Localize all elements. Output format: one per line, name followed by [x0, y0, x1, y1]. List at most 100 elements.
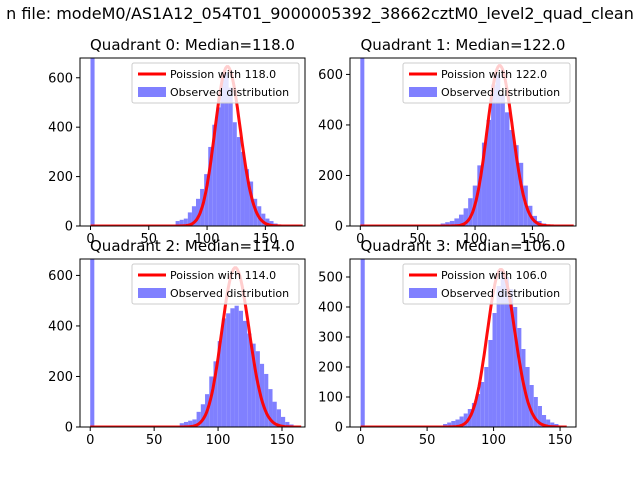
y-tick-label: 100	[318, 391, 343, 406]
histogram-bar	[204, 174, 209, 226]
histogram-bar	[458, 214, 464, 226]
histogram-bar	[244, 169, 250, 226]
histogram-bar	[463, 413, 468, 427]
histogram-bar	[228, 87, 233, 226]
histogram-bar	[220, 77, 225, 226]
subplot-quadrant-2: 0 50 100 150 0 200 400 600 Quadrant 2: Median=11…	[48, 237, 306, 448]
histogram-bar	[477, 165, 482, 226]
x-tick-label: 0	[356, 232, 364, 247]
plot-area-3	[360, 259, 567, 427]
histogram-bar	[264, 373, 269, 427]
legend-bar-swatch	[409, 87, 437, 97]
histogram-bar	[468, 198, 473, 226]
legend-box	[402, 62, 571, 104]
figure-title: n file: modeM0/AS1A12_054T01_9000005392_…	[0, 4, 640, 28]
histogram-bar	[195, 198, 201, 226]
legend-label-model: Poission with 106.0	[441, 269, 547, 282]
x-tick-label: 150	[270, 433, 295, 448]
x-tick-label: 50	[419, 433, 436, 448]
histogram-bar	[269, 221, 274, 226]
y-tick-label: 200	[48, 170, 73, 185]
histogram-bar	[236, 137, 241, 226]
histogram-bar	[445, 222, 450, 226]
histogram-bar	[183, 218, 188, 226]
legend-label-observed: Observed distribution	[441, 287, 560, 300]
histogram-bar	[495, 74, 501, 226]
histogram-bar	[221, 318, 227, 427]
y-tick-label: 400	[48, 319, 73, 334]
y-tick-label: 600	[48, 71, 73, 86]
histogram-bar	[500, 271, 505, 427]
histogram-bar	[265, 218, 270, 226]
histogram-bar	[285, 421, 290, 427]
x-tick-label: 50	[409, 232, 426, 247]
x-tick-label: 100	[195, 232, 220, 247]
x-tick-label: 150	[520, 232, 545, 247]
x-tick-label: 0	[86, 433, 94, 448]
subplot-title: Quadrant 0: Median=118.0	[90, 36, 295, 54]
histogram-bar	[280, 416, 286, 427]
legend-bar-swatch	[138, 87, 166, 97]
histogram-bar	[455, 419, 460, 427]
histogram-bar	[360, 259, 365, 427]
histogram-bar	[224, 72, 229, 226]
histogram-bar	[175, 221, 180, 226]
histogram-bar	[212, 124, 217, 226]
histogram-bar	[508, 289, 514, 427]
histogram-bar	[196, 411, 201, 427]
subplot-title: Quadrant 3: Median=106.0	[361, 237, 566, 255]
histogram-bar	[247, 333, 252, 427]
axes-frame	[349, 258, 577, 428]
histogram-bar	[459, 416, 464, 427]
histogram-bar	[90, 259, 95, 427]
y-tick-label: 300	[318, 331, 343, 346]
x-tick-label: 150	[548, 433, 573, 448]
histogram-bar	[486, 119, 492, 226]
histogram-bar	[217, 341, 222, 427]
y-tick-label: 400	[318, 118, 343, 133]
x-tick-label: 150	[253, 232, 278, 247]
histogram-bar	[226, 313, 231, 427]
histogram-bar	[509, 130, 515, 226]
x-tick-label: 100	[206, 433, 231, 448]
histogram-bar	[216, 107, 221, 226]
y-tick-label: 600	[318, 68, 343, 83]
axes-frame	[79, 57, 306, 227]
poisson-curve	[90, 65, 303, 226]
histogram-bar	[187, 212, 192, 226]
histogram-bar	[471, 403, 477, 427]
histogram-bar	[360, 58, 365, 226]
legend-label-observed: Observed distribution	[441, 86, 560, 99]
legend-bar-swatch	[409, 288, 437, 298]
histogram-bar	[179, 423, 184, 427]
poisson-curve	[90, 266, 302, 427]
x-tick-label: 0	[356, 433, 364, 448]
y-tick-label: 200	[318, 361, 343, 376]
histogram-bar	[529, 385, 534, 427]
y-tick-label: 500	[318, 271, 343, 286]
histogram-bar	[476, 394, 481, 427]
histogram-bar	[251, 343, 256, 427]
subplot-quadrant-1: 0 50 100 150 0 200 400 600 Quadrant 1: Median=12…	[318, 36, 577, 247]
legend-label-observed: Observed distribution	[170, 86, 289, 99]
legend: Poission with 122.0 Observed distribution	[402, 62, 571, 104]
y-tick-label: 400	[48, 121, 73, 136]
histogram-bar	[517, 328, 522, 427]
histogram-bar	[208, 146, 213, 226]
y-tick-label: 400	[318, 301, 343, 316]
figure-title-text: n file: modeM0/AS1A12_054T01_9000005392_…	[6, 4, 634, 23]
histogram-bar	[481, 142, 487, 226]
plot-area-2	[90, 259, 302, 427]
y-tick-label: 200	[48, 370, 73, 385]
axes-frame	[349, 57, 577, 227]
histogram-bar	[449, 220, 455, 226]
poisson-curve	[360, 268, 567, 427]
subplot-title: Quadrant 1: Median=122.0	[361, 36, 566, 54]
histogram-bar	[518, 162, 524, 226]
histogram-bar	[90, 58, 95, 226]
legend-label-model: Poission with 118.0	[170, 68, 276, 81]
histogram-bar	[488, 340, 493, 427]
histogram-bar	[513, 307, 518, 427]
histogram-bar	[200, 404, 206, 427]
